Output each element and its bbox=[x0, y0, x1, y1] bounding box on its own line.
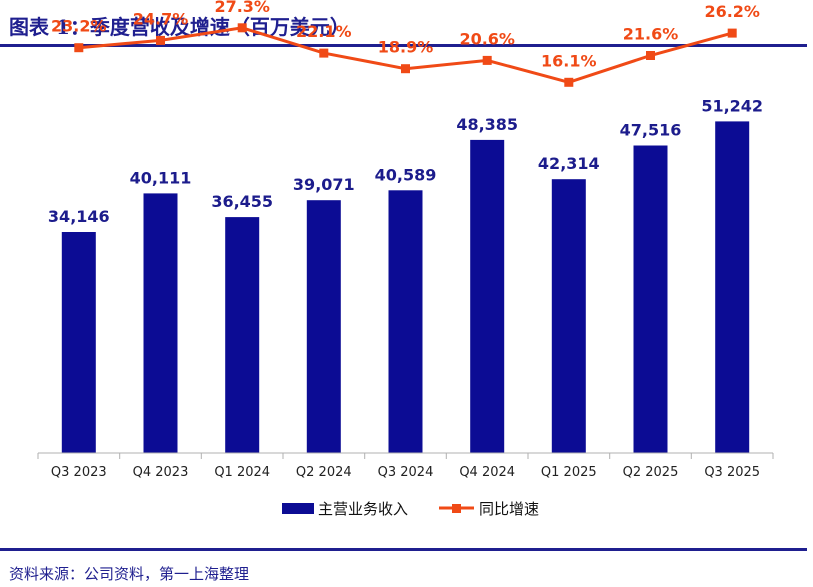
bar bbox=[551, 179, 586, 453]
growth-marker bbox=[74, 43, 84, 53]
growth-value-label: 18.9% bbox=[378, 38, 434, 57]
bar-value-label: 36,455 bbox=[211, 192, 273, 211]
bar bbox=[306, 200, 341, 453]
bar bbox=[143, 193, 178, 453]
bar bbox=[225, 217, 260, 453]
x-tick-label: Q3 2024 bbox=[378, 465, 434, 480]
bar bbox=[715, 121, 750, 454]
legend-line-label: 同比增速 bbox=[479, 500, 539, 518]
growth-marker bbox=[156, 35, 165, 45]
x-tick-label: Q2 2024 bbox=[296, 465, 352, 480]
bar-value-label: 42,314 bbox=[538, 154, 600, 173]
growth-marker bbox=[646, 51, 655, 60]
legend-line-marker bbox=[452, 504, 461, 513]
growth-value-label: 23.2% bbox=[51, 17, 107, 36]
growth-value-label: 21.6% bbox=[623, 25, 679, 44]
bar-value-label: 40,111 bbox=[130, 168, 192, 187]
growth-marker bbox=[564, 77, 574, 87]
growth-marker bbox=[727, 28, 737, 38]
growth-value-label: 27.3% bbox=[214, 0, 270, 16]
growth-value-label: 20.6% bbox=[459, 29, 515, 48]
legend-bar-label: 主营业务收入 bbox=[318, 500, 408, 518]
x-tick-label: Q4 2023 bbox=[133, 465, 189, 480]
growth-value-label: 26.2% bbox=[704, 2, 760, 21]
top-divider bbox=[0, 44, 807, 47]
bar bbox=[633, 145, 668, 453]
bar-value-label: 48,385 bbox=[456, 115, 518, 134]
bar bbox=[61, 232, 96, 453]
bar-value-label: 34,146 bbox=[48, 207, 110, 226]
legend-bar-swatch bbox=[282, 503, 314, 514]
source-note: 资料来源：公司资料，第一上海整理 bbox=[9, 565, 250, 583]
bar-value-label: 47,516 bbox=[620, 121, 682, 140]
growth-marker bbox=[482, 55, 492, 65]
bar bbox=[470, 139, 505, 453]
growth-marker bbox=[319, 48, 329, 58]
bar bbox=[388, 190, 423, 454]
x-tick-label: Q1 2025 bbox=[541, 465, 597, 480]
growth-marker bbox=[237, 23, 247, 33]
growth-value-label: 22.1% bbox=[296, 22, 352, 41]
x-tick-label: Q2 2025 bbox=[623, 465, 679, 480]
bar-value-label: 39,071 bbox=[293, 175, 355, 194]
chart: 34,146 40,111 36,455 39,071 40,589 48,385 42,3… bbox=[37, 0, 774, 518]
growth-value-label: 16.1% bbox=[541, 51, 597, 70]
bar-value-label: 40,589 bbox=[375, 165, 437, 184]
bottom-divider bbox=[0, 548, 807, 551]
x-tick-label: Q3 2023 bbox=[51, 465, 107, 480]
x-tick-label: Q1 2024 bbox=[214, 465, 270, 480]
x-tick-label: Q4 2024 bbox=[459, 465, 515, 480]
growth-value-label: 24.7% bbox=[133, 9, 189, 28]
legend: 主营业务收入 同比增速 bbox=[282, 500, 539, 518]
bar-value-label: 51,242 bbox=[701, 96, 763, 115]
chart-title: 图表 1：季度营收及增速（百万美元） bbox=[9, 15, 350, 39]
growth-marker bbox=[401, 64, 410, 74]
x-tick-label: Q3 2025 bbox=[704, 465, 760, 480]
